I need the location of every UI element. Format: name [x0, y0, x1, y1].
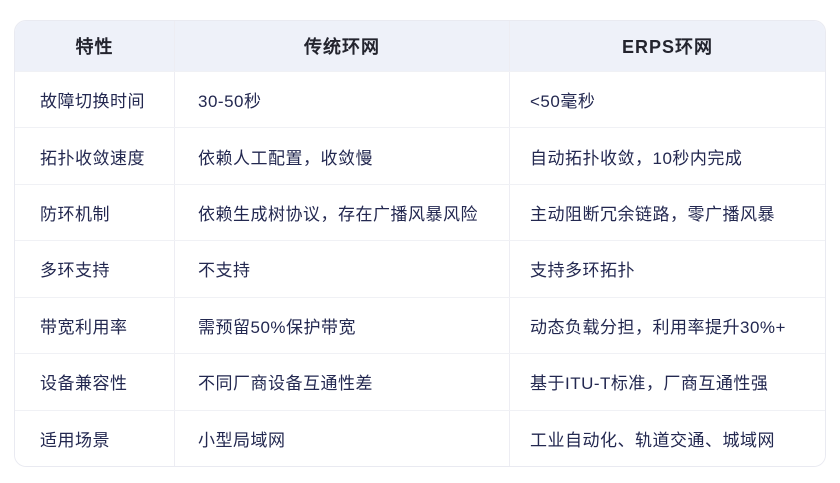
- comparison-table: 特性 传统环网 ERPS环网 故障切换时间 30-50秒 <50毫秒 拓扑收敛速…: [14, 20, 826, 467]
- cell-feature: 拓扑收敛速度: [40, 148, 145, 168]
- cell-erps: 工业自动化、轨道交通、城域网: [509, 410, 825, 466]
- table-header-row: 特性 传统环网 ERPS环网: [15, 21, 825, 71]
- cell-feature: 多环支持: [40, 261, 110, 281]
- cell-traditional: 不同厂商设备互通性差: [174, 354, 509, 410]
- cell-traditional: 依赖生成树协议，存在广播风暴风险: [174, 184, 509, 241]
- cell-traditional: 依赖人工配置，收敛慢: [174, 128, 509, 184]
- table-row: 适用场景 小型局域网 工业自动化、轨道交通、城域网: [15, 409, 825, 466]
- cell-traditional: 不支持: [174, 241, 509, 297]
- cell-erps: <50毫秒: [509, 72, 825, 128]
- cell-erps: 基于ITU-T标准，厂商互通性强: [509, 354, 825, 410]
- table-row: 故障切换时间 30-50秒 <50毫秒: [15, 71, 825, 128]
- table-row: 防环机制 依赖生成树协议，存在广播风暴风险 主动阻断冗余链路，零广播风暴: [15, 183, 825, 241]
- cell-erps: 主动阻断冗余链路，零广播风暴: [509, 184, 825, 241]
- column-header-traditional-ring: 传统环网: [174, 21, 509, 71]
- table-row: 拓扑收敛速度 依赖人工配置，收敛慢 自动拓扑收敛，10秒内完成: [15, 127, 825, 184]
- column-header-feature: 特性: [75, 37, 114, 57]
- cell-erps: 支持多环拓扑: [509, 241, 825, 297]
- table-row: 设备兼容性 不同厂商设备互通性差 基于ITU-T标准，厂商互通性强: [15, 353, 825, 410]
- cell-erps: 自动拓扑收敛，10秒内完成: [509, 128, 825, 184]
- table-row: 带宽利用率 需预留50%保护带宽 动态负载分担，利用率提升30%+: [15, 296, 825, 354]
- cell-traditional: 小型局域网: [174, 410, 509, 466]
- table-row: 多环支持 不支持 支持多环拓扑: [15, 240, 825, 297]
- cell-traditional: 30-50秒: [174, 72, 509, 128]
- cell-feature: 适用场景: [40, 430, 110, 450]
- cell-erps: 动态负载分担，利用率提升30%+: [509, 297, 825, 354]
- cell-feature: 带宽利用率: [40, 317, 128, 337]
- column-header-erps-ring: ERPS环网: [509, 21, 825, 71]
- cell-feature: 故障切换时间: [40, 92, 145, 112]
- cell-feature: 设备兼容性: [40, 374, 128, 394]
- cell-traditional: 需预留50%保护带宽: [174, 297, 509, 354]
- cell-feature: 防环机制: [40, 205, 110, 225]
